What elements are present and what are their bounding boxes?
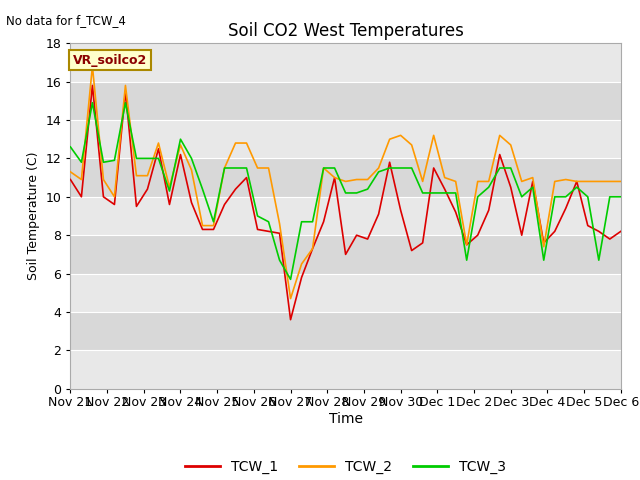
- Bar: [70, 158, 621, 197]
- Legend: TCW_1, TCW_2, TCW_3: TCW_1, TCW_2, TCW_3: [180, 455, 511, 480]
- Bar: [70, 274, 621, 312]
- Bar: [70, 82, 621, 120]
- Bar: [70, 350, 621, 389]
- X-axis label: Time: Time: [328, 411, 363, 426]
- Text: VR_soilco2: VR_soilco2: [73, 54, 147, 67]
- Bar: [70, 197, 621, 235]
- Text: No data for f_TCW_4: No data for f_TCW_4: [6, 14, 126, 27]
- Title: Soil CO2 West Temperatures: Soil CO2 West Temperatures: [228, 22, 463, 40]
- Y-axis label: Soil Temperature (C): Soil Temperature (C): [27, 152, 40, 280]
- Bar: [70, 120, 621, 158]
- Bar: [70, 235, 621, 274]
- Bar: [70, 43, 621, 82]
- Bar: [70, 312, 621, 350]
